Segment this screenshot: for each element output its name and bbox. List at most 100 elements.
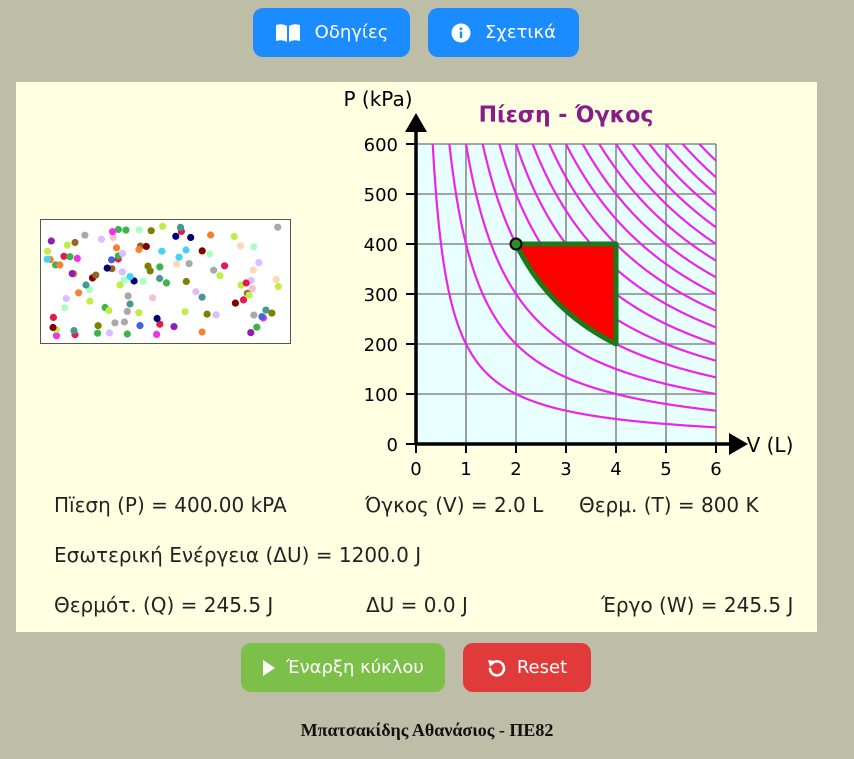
internal-energy-readout: Εσωτερική Ενέργεια (ΔU) = 1200.0 J <box>54 543 422 567</box>
gas-particle <box>94 329 102 337</box>
gas-particles <box>43 222 282 340</box>
temperature-readout: Θερμ. (T) = 800 K <box>579 493 759 517</box>
reset-button[interactable]: Reset <box>463 643 591 692</box>
isotherm-line <box>564 144 716 295</box>
gas-particle <box>268 309 276 317</box>
about-button[interactable]: Σχετικά <box>428 8 579 57</box>
gas-particle <box>73 254 81 262</box>
gas-particle <box>109 228 117 236</box>
gas-particle <box>162 279 171 287</box>
y-tick-label: 0 <box>387 435 398 456</box>
instructions-button[interactable]: Οδηγίες <box>253 8 410 57</box>
info-icon <box>451 23 471 43</box>
gas-particle <box>156 274 164 283</box>
gas-particle <box>82 281 90 289</box>
y-tick-label: 100 <box>364 385 398 406</box>
gas-particle <box>118 268 126 276</box>
volume-readout: Όγκος (V) = 2.0 L <box>365 493 544 517</box>
gas-particle <box>172 232 180 240</box>
gas-particle <box>126 273 134 281</box>
gas-particle <box>60 252 68 260</box>
gas-particle <box>153 314 161 323</box>
gas-particle <box>109 233 117 241</box>
x-tick-label: 5 <box>660 459 671 480</box>
reset-icon <box>487 658 507 678</box>
gas-particle <box>56 261 64 269</box>
pressure-readout: Πïεση (P) = 400.00 kPA <box>54 493 287 517</box>
gas-particle <box>236 242 244 250</box>
current-state-point[interactable] <box>509 237 523 251</box>
gas-particle <box>239 296 248 304</box>
x-axis-arrow-icon <box>729 433 748 455</box>
gas-container <box>40 219 291 344</box>
gas-particle <box>198 247 206 255</box>
gas-particle <box>135 245 143 254</box>
isotherm-curves <box>431 144 716 429</box>
gas-particle <box>122 226 130 234</box>
gas-particle <box>108 256 116 264</box>
gas-particle <box>124 292 132 300</box>
chart-axes <box>405 113 748 455</box>
gas-particle <box>114 225 122 234</box>
gas-particle <box>120 318 128 326</box>
gas-particle <box>156 263 164 271</box>
gas-particle <box>146 267 154 275</box>
gas-particle <box>274 282 282 291</box>
gas-particle <box>247 329 255 337</box>
gas-particle <box>86 297 94 305</box>
x-tick-label: 4 <box>610 459 621 480</box>
gas-particle <box>245 291 253 299</box>
gas-particle <box>70 327 78 335</box>
x-tick-label: 3 <box>560 459 571 480</box>
gas-particle <box>231 299 239 307</box>
gas-particle <box>185 260 193 268</box>
isotherm-line <box>464 144 716 396</box>
gas-particle <box>68 270 76 278</box>
gas-particle <box>272 276 280 284</box>
gas-particle <box>47 237 55 245</box>
gas-particle <box>147 227 155 235</box>
isotherm-line <box>548 144 716 312</box>
gas-particle <box>66 253 74 261</box>
isotherm-line <box>714 144 716 145</box>
gas-particle <box>212 311 220 319</box>
gas-particle <box>182 246 190 254</box>
gas-particle <box>187 233 195 242</box>
gas-particle <box>123 307 131 315</box>
gas-particle <box>203 310 211 318</box>
y-tick-label: 500 <box>364 185 398 206</box>
x-tick-label: 2 <box>510 459 521 480</box>
chart-title: Πίεση - Όγκος <box>479 103 654 128</box>
isotherm-line <box>431 144 716 429</box>
gas-particle <box>192 288 200 296</box>
gas-particle <box>81 231 89 239</box>
gas-particle <box>248 285 256 293</box>
y-axis-label: P (kPa) <box>343 87 412 111</box>
gas-particle <box>173 260 181 268</box>
gas-particle <box>61 304 69 312</box>
gas-particle <box>149 294 157 302</box>
gas-particle <box>136 322 144 330</box>
gas-particle <box>111 319 119 327</box>
delta-u-readout: ΔU = 0.0 J <box>366 593 468 617</box>
start-cycle-button[interactable]: Έναρξη κύκλου <box>241 643 445 692</box>
gas-particle <box>153 330 161 338</box>
gas-particle <box>181 308 189 316</box>
start-cycle-label: Έναρξη κύκλου <box>286 657 424 678</box>
gas-particle <box>198 293 206 301</box>
gas-particle <box>255 259 263 267</box>
gas-particle <box>230 232 238 241</box>
play-icon <box>262 659 276 677</box>
gas-particle <box>258 313 266 321</box>
gas-particle <box>274 223 282 231</box>
instructions-label: Οδηγίες <box>314 22 389 43</box>
gas-particle <box>116 281 124 289</box>
gas-particle <box>206 250 214 258</box>
gas-particle <box>139 277 147 285</box>
gas-particle <box>94 322 102 330</box>
gas-particle <box>176 223 185 231</box>
gas-particle <box>135 226 143 234</box>
gas-particle <box>156 320 164 328</box>
gas-particle <box>105 329 114 337</box>
gas-particle <box>170 323 178 331</box>
